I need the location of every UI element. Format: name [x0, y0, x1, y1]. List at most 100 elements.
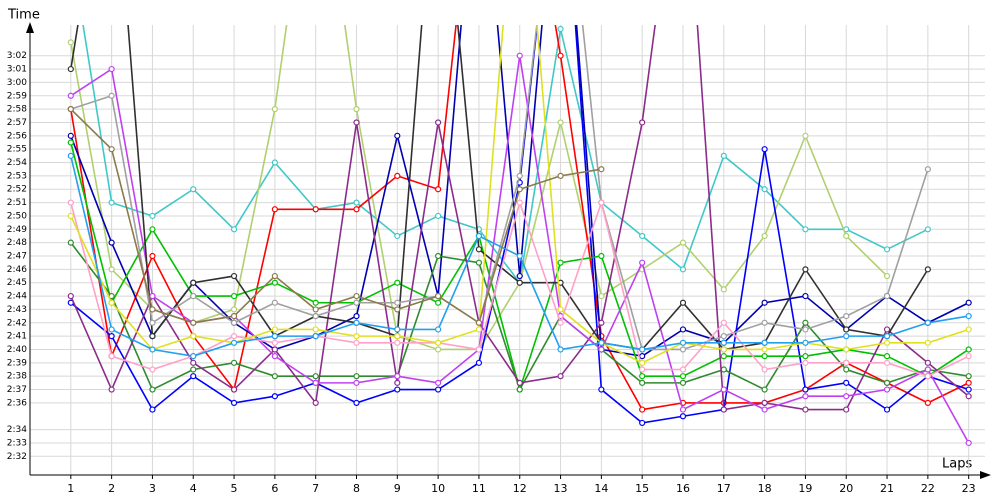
point: [312, 312, 319, 320]
y-axis-label: Time: [7, 8, 40, 23]
point: [353, 199, 360, 206]
x-axis-label: Laps: [942, 457, 972, 472]
y-tick-label: 2:41: [7, 332, 27, 342]
point: [271, 373, 278, 380]
point: [394, 326, 401, 333]
point: [312, 326, 319, 333]
point: [108, 326, 115, 333]
point: [516, 52, 523, 59]
point: [271, 353, 278, 360]
series-line: [70, 25, 969, 364]
y-tick-label: 2:50: [7, 211, 27, 221]
point: [965, 386, 972, 393]
point: [435, 292, 442, 300]
point: [924, 166, 931, 173]
point: [802, 393, 809, 400]
point: [67, 199, 74, 206]
point: [883, 379, 891, 386]
point: [475, 246, 483, 253]
y-tick-label: 2:38: [7, 372, 27, 382]
point: [271, 279, 278, 286]
point: [475, 359, 483, 366]
point: [271, 206, 278, 213]
point: [965, 393, 972, 400]
point: [720, 386, 727, 393]
point: [271, 346, 278, 353]
point: [230, 386, 238, 393]
point: [149, 333, 156, 340]
point: [394, 333, 401, 340]
point: [843, 312, 850, 320]
point: [312, 306, 319, 313]
point: [516, 172, 523, 179]
point: [435, 186, 442, 193]
point: [557, 172, 564, 179]
point: [761, 339, 768, 346]
x-tick-label: 5: [231, 482, 238, 495]
point: [230, 319, 238, 326]
point: [965, 439, 972, 447]
point: [353, 373, 360, 380]
point: [761, 406, 768, 413]
point: [67, 92, 74, 99]
point: [557, 52, 564, 59]
point: [843, 366, 850, 373]
point: [516, 379, 523, 386]
series-line: [70, 25, 970, 411]
point: [761, 346, 768, 353]
x-tick-label: 20: [839, 482, 853, 495]
point: [516, 386, 523, 393]
point: [598, 339, 605, 346]
point: [435, 119, 442, 126]
x-tick-label: 3: [149, 482, 156, 495]
point: [149, 366, 156, 373]
y-tick-label: 3:02: [7, 51, 27, 61]
x-tick-label: 11: [472, 482, 486, 495]
x-tick-label: 4: [190, 482, 197, 495]
point: [639, 119, 646, 126]
y-tick-label: 2:51: [7, 198, 27, 208]
point: [883, 272, 891, 280]
point: [802, 326, 809, 333]
point: [802, 319, 809, 326]
point: [230, 339, 238, 346]
point: [843, 232, 850, 240]
point: [557, 259, 564, 266]
point: [557, 306, 564, 313]
point: [965, 379, 972, 386]
x-tick-label: 16: [676, 482, 690, 495]
point: [639, 346, 646, 353]
x-tick-label: 1: [67, 482, 74, 495]
y-tick-label: 2:48: [7, 238, 27, 248]
x-tick-label: 22: [921, 482, 935, 495]
y-tick-label: 2:33: [7, 438, 27, 448]
point: [353, 206, 360, 213]
point: [435, 252, 442, 260]
point: [67, 239, 74, 246]
point: [802, 292, 809, 300]
x-tick-label: 19: [798, 482, 812, 495]
series-line: [70, 25, 929, 351]
point: [679, 373, 687, 380]
point: [679, 379, 687, 386]
point: [679, 239, 687, 246]
point: [394, 172, 401, 179]
point: [190, 319, 197, 326]
point: [312, 379, 319, 386]
point: [353, 379, 360, 386]
point: [802, 266, 809, 273]
y-tick-label: 3:00: [7, 78, 27, 88]
point: [598, 386, 605, 393]
point: [639, 366, 646, 373]
point: [679, 406, 687, 413]
point: [924, 359, 931, 366]
point: [312, 399, 319, 406]
point: [271, 393, 278, 400]
x-tick-label: 2: [108, 482, 115, 495]
y-tick-label: 2:46: [7, 265, 27, 275]
x-tick-label: 14: [594, 482, 608, 495]
point: [108, 333, 115, 340]
point: [883, 246, 891, 253]
point: [883, 339, 891, 346]
point: [353, 333, 360, 340]
